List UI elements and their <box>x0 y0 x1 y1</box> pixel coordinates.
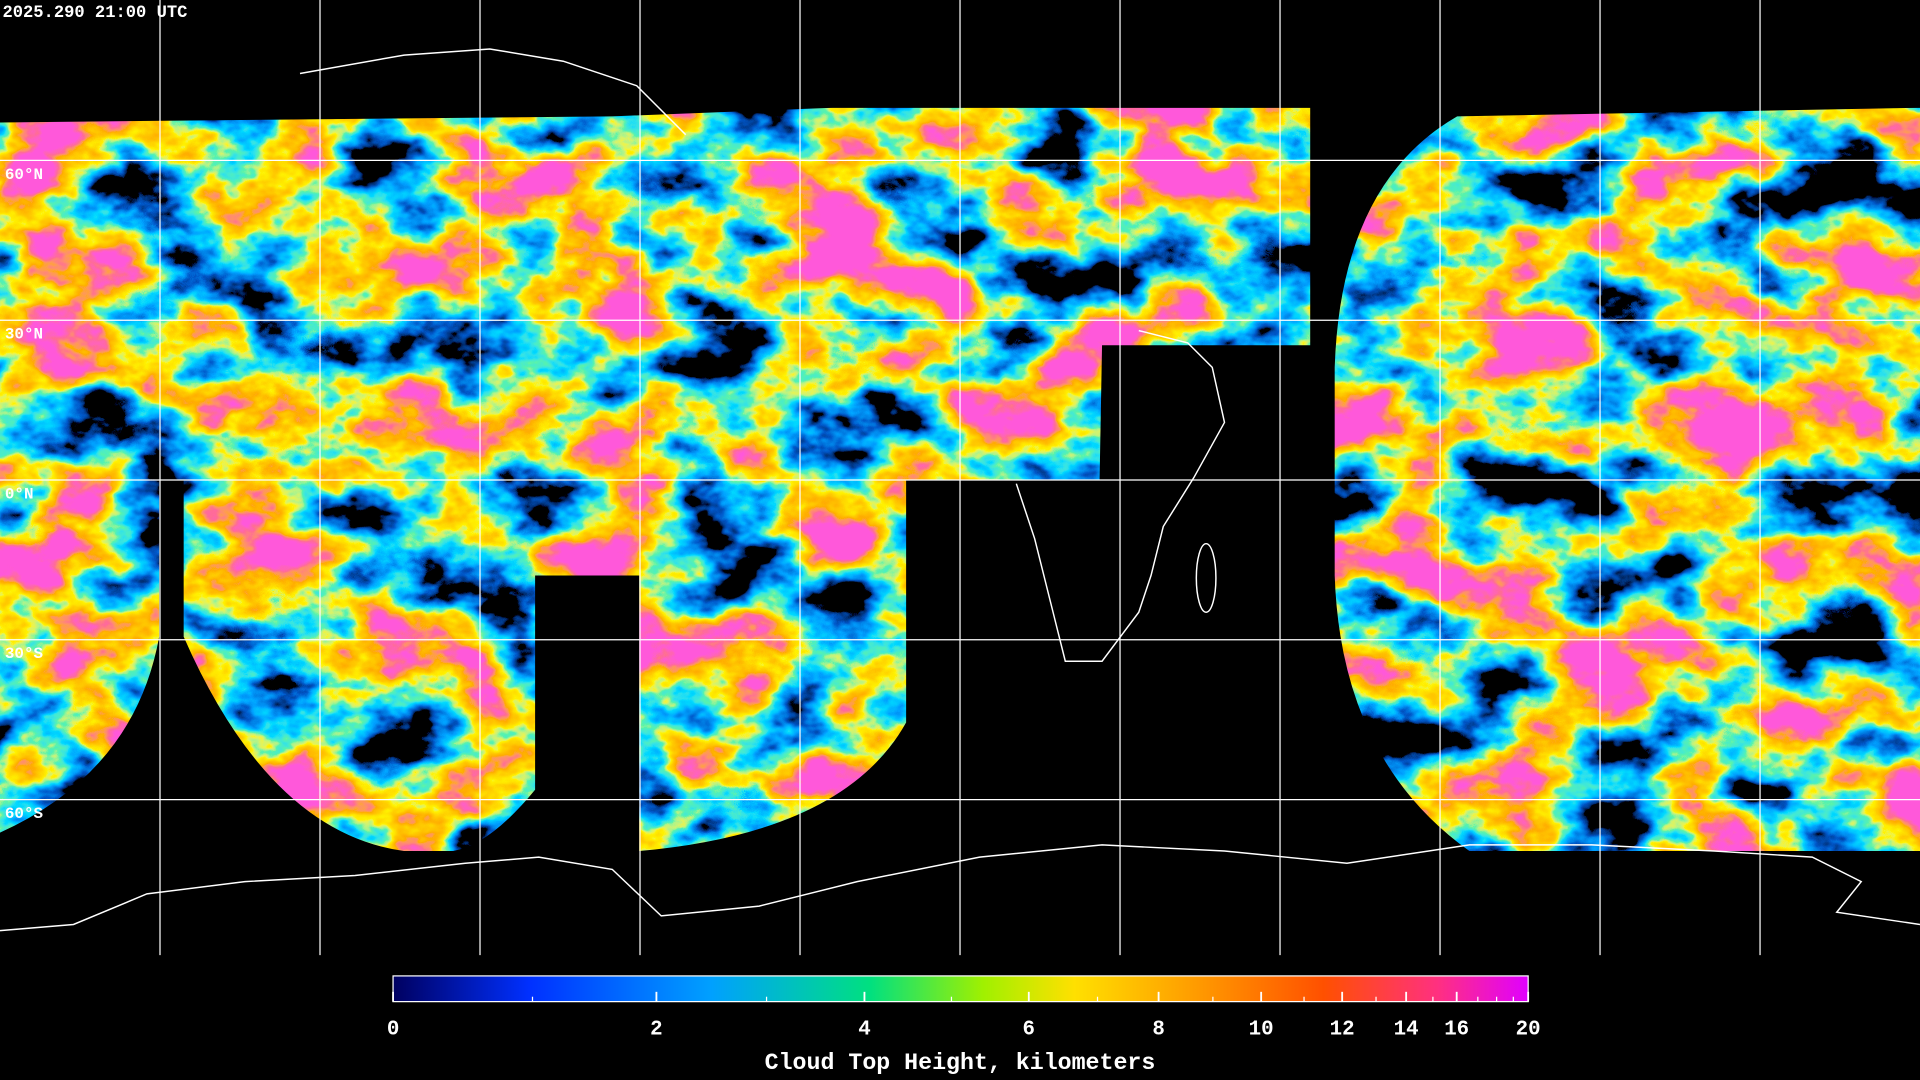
latitude-label: 0°N <box>5 485 34 503</box>
timestamp: 2025.290 21:00 UTC <box>2 4 187 23</box>
madagascar-coast <box>1195 542 1217 613</box>
antarctica-coast <box>0 844 1920 932</box>
arctic-coast <box>299 48 687 136</box>
colorbar-tick-label: 4 <box>858 1019 870 1042</box>
colorbar <box>392 975 1529 1003</box>
colorbar-tick-label: 16 <box>1444 1019 1469 1042</box>
latitude-label: 60°S <box>5 805 44 823</box>
colorbar-tick-label: 2 <box>650 1019 662 1042</box>
colorbar-tick-label: 8 <box>1152 1019 1164 1042</box>
colorbar-tick-label: 0 <box>387 1019 399 1042</box>
colorbar-tick-label: 12 <box>1330 1019 1355 1042</box>
colorbar-tick-label: 14 <box>1394 1019 1419 1042</box>
africa-coast <box>1015 329 1226 662</box>
graticule <box>0 0 1920 956</box>
colorbar-tick-label: 10 <box>1249 1019 1274 1042</box>
colorbar-tick-label: 20 <box>1516 1019 1541 1042</box>
coastlines <box>0 48 1920 932</box>
latitude-label: 60°N <box>5 166 43 184</box>
latitude-label: 30°N <box>5 326 43 344</box>
colorbar-tick-label: 6 <box>1023 1019 1035 1042</box>
colorbar-label: Cloud Top Height, kilometers <box>765 1050 1156 1076</box>
latitude-label: 30°S <box>5 645 44 663</box>
